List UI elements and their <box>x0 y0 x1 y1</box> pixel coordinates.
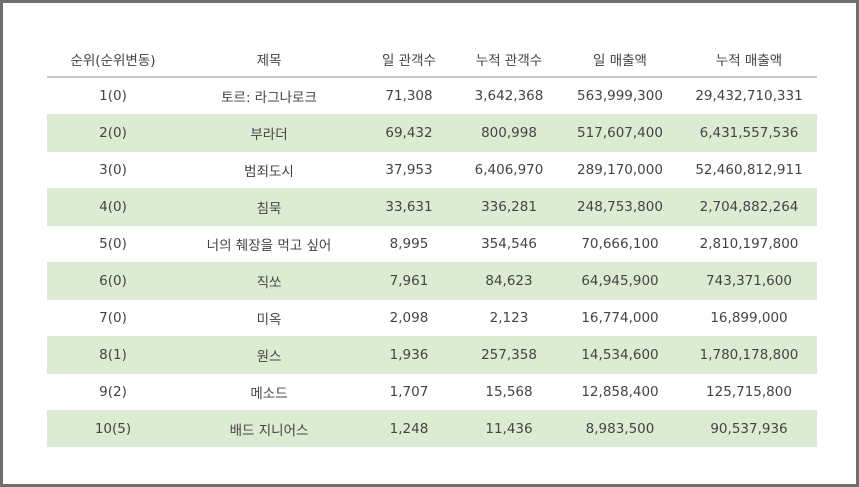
daily-audience-cell: 7,961 <box>359 262 459 300</box>
rank-cell: 8(1) <box>47 336 179 374</box>
header-daily-sales: 일 매출액 <box>559 41 681 78</box>
table-row: 5(0) 너의 췌장을 먹고 싶어 8,995 354,546 70,666,1… <box>47 225 817 263</box>
table-row: 1(0) 토르: 라그나로크 71,308 3,642,368 563,999,… <box>47 77 817 115</box>
title-cell: 원스 <box>179 336 359 374</box>
total-audience-cell: 336,281 <box>459 188 559 226</box>
title-cell: 범죄도시 <box>179 151 359 189</box>
total-audience-cell: 84,623 <box>459 262 559 300</box>
header-total-sales: 누적 매출액 <box>681 41 817 78</box>
daily-sales-cell: 16,774,000 <box>559 299 681 337</box>
rank-cell: 1(0) <box>47 77 179 115</box>
daily-sales-cell: 248,753,800 <box>559 188 681 226</box>
rank-cell: 7(0) <box>47 299 179 337</box>
title-cell: 메소드 <box>179 373 359 411</box>
daily-sales-cell: 8,983,500 <box>559 410 681 447</box>
daily-sales-cell: 70,666,100 <box>559 225 681 263</box>
table-row: 2(0) 부라더 69,432 800,998 517,607,400 6,43… <box>47 114 817 152</box>
table-row: 4(0) 침묵 33,631 336,281 248,753,800 2,704… <box>47 188 817 226</box>
rank-cell: 5(0) <box>47 225 179 263</box>
total-audience-cell: 257,358 <box>459 336 559 374</box>
total-audience-cell: 6,406,970 <box>459 151 559 189</box>
total-sales-cell: 6,431,557,536 <box>681 114 817 152</box>
daily-audience-cell: 71,308 <box>359 77 459 115</box>
total-sales-cell: 29,432,710,331 <box>681 77 817 115</box>
daily-sales-cell: 563,999,300 <box>559 77 681 115</box>
header-title: 제목 <box>179 41 359 78</box>
table-row: 3(0) 범죄도시 37,953 6,406,970 289,170,000 5… <box>47 151 817 189</box>
daily-sales-cell: 289,170,000 <box>559 151 681 189</box>
title-cell: 너의 췌장을 먹고 싶어 <box>179 225 359 263</box>
total-sales-cell: 743,371,600 <box>681 262 817 300</box>
table-body: 1(0) 토르: 라그나로크 71,308 3,642,368 563,999,… <box>47 77 817 447</box>
title-cell: 토르: 라그나로크 <box>179 77 359 115</box>
daily-sales-cell: 64,945,900 <box>559 262 681 300</box>
daily-audience-cell: 37,953 <box>359 151 459 189</box>
rank-cell: 6(0) <box>47 262 179 300</box>
daily-sales-cell: 517,607,400 <box>559 114 681 152</box>
rank-cell: 2(0) <box>47 114 179 152</box>
header-rank: 순위(순위변동) <box>47 41 179 78</box>
daily-audience-cell: 1,936 <box>359 336 459 374</box>
total-sales-cell: 125,715,800 <box>681 373 817 411</box>
total-sales-cell: 1,780,178,800 <box>681 336 817 374</box>
table-row: 8(1) 원스 1,936 257,358 14,534,600 1,780,1… <box>47 336 817 374</box>
title-cell: 미옥 <box>179 299 359 337</box>
daily-audience-cell: 1,248 <box>359 410 459 447</box>
header-daily-audience: 일 관객수 <box>359 41 459 78</box>
total-audience-cell: 800,998 <box>459 114 559 152</box>
box-office-table: 순위(순위변동) 제목 일 관객수 누적 관객수 일 매출액 누적 매출액 1(… <box>47 41 817 447</box>
title-cell: 배드 지니어스 <box>179 410 359 447</box>
total-sales-cell: 2,704,882,264 <box>681 188 817 226</box>
table-row: 7(0) 미옥 2,098 2,123 16,774,000 16,899,00… <box>47 299 817 337</box>
total-audience-cell: 3,642,368 <box>459 77 559 115</box>
title-cell: 직쏘 <box>179 262 359 300</box>
table-row: 10(5) 배드 지니어스 1,248 11,436 8,983,500 90,… <box>47 410 817 447</box>
total-audience-cell: 354,546 <box>459 225 559 263</box>
daily-sales-cell: 12,858,400 <box>559 373 681 411</box>
total-sales-cell: 16,899,000 <box>681 299 817 337</box>
title-cell: 부라더 <box>179 114 359 152</box>
total-sales-cell: 52,460,812,911 <box>681 151 817 189</box>
total-audience-cell: 15,568 <box>459 373 559 411</box>
title-cell: 침묵 <box>179 188 359 226</box>
rank-cell: 3(0) <box>47 151 179 189</box>
daily-audience-cell: 69,432 <box>359 114 459 152</box>
rank-cell: 9(2) <box>47 373 179 411</box>
total-audience-cell: 2,123 <box>459 299 559 337</box>
table-row: 9(2) 메소드 1,707 15,568 12,858,400 125,715… <box>47 373 817 411</box>
header-row: 순위(순위변동) 제목 일 관객수 누적 관객수 일 매출액 누적 매출액 <box>47 41 817 78</box>
total-audience-cell: 11,436 <box>459 410 559 447</box>
daily-audience-cell: 33,631 <box>359 188 459 226</box>
table-row: 6(0) 직쏘 7,961 84,623 64,945,900 743,371,… <box>47 262 817 300</box>
total-sales-cell: 2,810,197,800 <box>681 225 817 263</box>
total-sales-cell: 90,537,936 <box>681 410 817 447</box>
rank-cell: 10(5) <box>47 410 179 447</box>
rank-cell: 4(0) <box>47 188 179 226</box>
daily-audience-cell: 8,995 <box>359 225 459 263</box>
header-total-audience: 누적 관객수 <box>459 41 559 78</box>
daily-audience-cell: 1,707 <box>359 373 459 411</box>
daily-audience-cell: 2,098 <box>359 299 459 337</box>
daily-sales-cell: 14,534,600 <box>559 336 681 374</box>
